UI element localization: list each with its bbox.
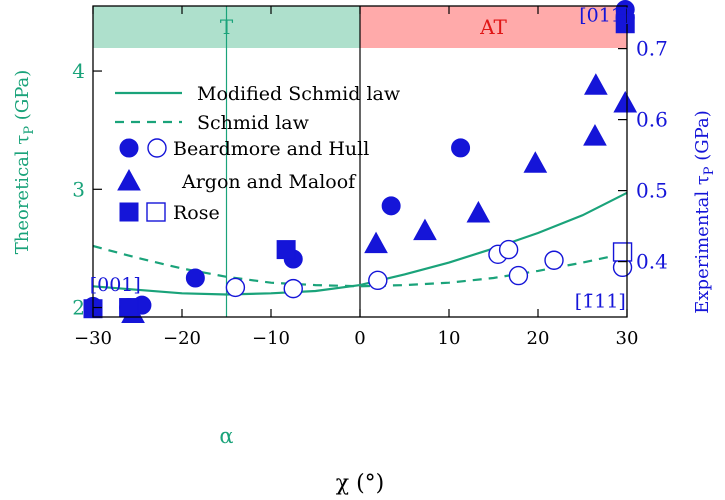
square-filled-point (119, 298, 139, 318)
right-tick-label: 0.6 (636, 108, 668, 132)
triangle-filled-point (523, 151, 548, 173)
legend-square-filled (119, 202, 139, 222)
region-band-at (360, 6, 627, 48)
left-axis-label: Theoretical τP (GPa) (12, 70, 37, 255)
x-tick-label: −20 (163, 328, 201, 349)
left-tick-label: 3 (72, 177, 85, 201)
circle-filled-point (451, 138, 471, 158)
square-filled-point (615, 14, 635, 34)
label-011: [011] (579, 4, 630, 26)
circle-open-point (368, 270, 388, 291)
right-tick-label: 0.4 (636, 250, 668, 274)
circle-open-point (498, 239, 519, 260)
square-filled-point (276, 240, 296, 260)
legend-triangle (117, 168, 141, 191)
right-axis-ticks: 0.4 0.5 0.6 0.7 (618, 37, 668, 274)
x-axis-ticks: −30 −20 −10 0 10 20 30 (74, 6, 638, 349)
reference-lines (225, 6, 361, 317)
x-axis-label: χ (°) (336, 471, 385, 496)
x-tick-label: 10 (438, 328, 461, 349)
legend-circle-filled (119, 138, 139, 158)
triangle-filled-point (584, 73, 608, 95)
square-open-point (612, 242, 633, 262)
triangle-filled-point (413, 218, 437, 241)
legend-label: Schmid law (197, 112, 310, 134)
circle-open-point (508, 265, 529, 286)
x-tick-label: 0 (354, 328, 365, 349)
data-markers (83, 0, 638, 323)
triangle-filled-point (583, 124, 607, 146)
modified-schmid-law-curve (93, 191, 627, 296)
triangle-filled-point (613, 90, 638, 113)
legend-circle-open (147, 138, 167, 158)
region-label-at: AT (479, 15, 507, 39)
left-axis-ticks: 2 3 4 (72, 59, 102, 320)
legend-square-open (146, 202, 166, 222)
right-axis-label: Experimental τP (GPa) (692, 110, 717, 313)
triangle-filled-point (364, 231, 388, 254)
triangle-filled-point (466, 200, 491, 223)
x-tick-label: −10 (252, 328, 290, 349)
annotations: [011] [001] [1̄11] α (90, 4, 631, 448)
circle-open-point (544, 250, 564, 270)
left-tick-label: 2 (72, 296, 85, 320)
circle-filled-point (185, 268, 205, 288)
theory-curves (93, 191, 627, 296)
x-tick-label: 20 (527, 328, 550, 349)
x-tick-label: −30 (74, 328, 112, 349)
circle-open-point (283, 278, 303, 299)
legend-label: Modified Schmid law (197, 83, 401, 105)
x-tick-label: 30 (616, 328, 639, 349)
right-tick-label: 0.7 (636, 37, 668, 61)
legend-label: Beardmore and Hull (173, 138, 369, 160)
label-111: [1̄11] (575, 290, 626, 312)
circle-open-point (225, 277, 246, 298)
label-001: [001] (90, 274, 141, 296)
alpha-label: α (219, 424, 233, 448)
circle-filled-point (381, 196, 401, 216)
schmid-law-curve (93, 244, 627, 288)
left-tick-label: 4 (72, 59, 85, 83)
legend-label: Argon and Maloof (181, 171, 357, 193)
right-tick-label: 0.5 (636, 179, 668, 203)
legend: Modified Schmid law Schmid law Beardmore a… (115, 83, 401, 224)
legend-label: Rose (173, 202, 220, 224)
